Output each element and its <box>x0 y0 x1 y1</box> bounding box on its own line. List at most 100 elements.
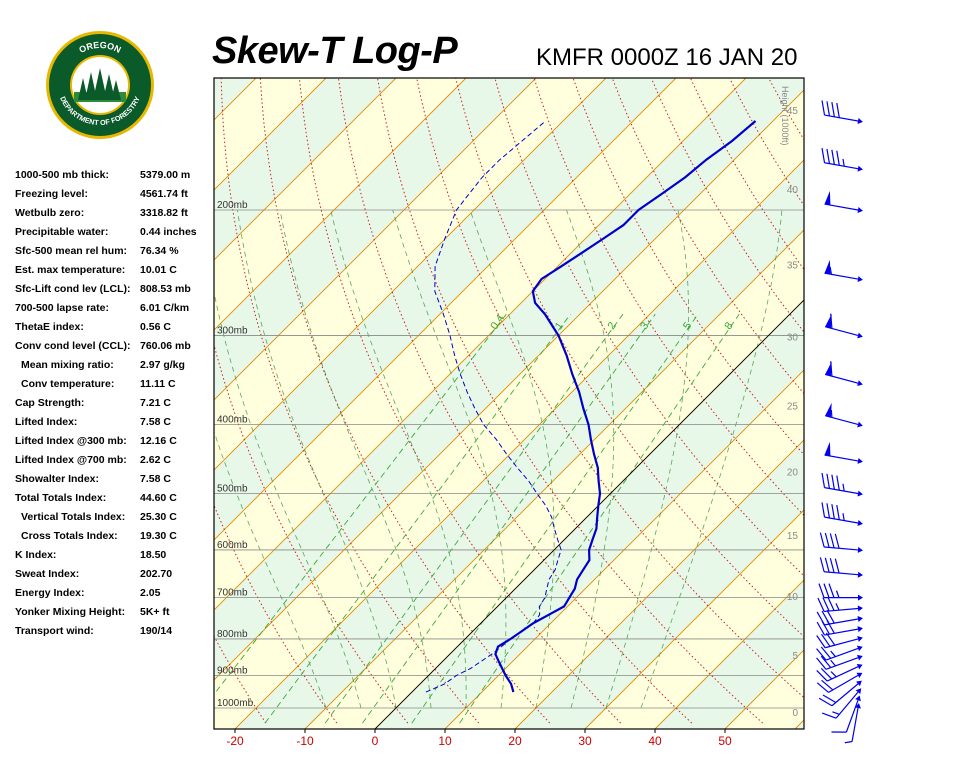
wind-barb-half <box>842 158 845 167</box>
isotherm-line <box>214 78 327 191</box>
wind-barb-full <box>829 533 835 548</box>
wind-barb-shaft <box>826 666 859 682</box>
stability-indices-panel: 1000-500 mb thick: 5379.00 m Freezing leve… <box>15 169 215 644</box>
moist-adiabat-line <box>566 209 615 709</box>
isotherm-line <box>794 719 804 729</box>
x-tick-label: 0 <box>372 734 379 748</box>
isotherm-line <box>214 78 747 611</box>
index-value: 44.60 C <box>140 492 177 504</box>
index-label: Lifted Index @700 mb: <box>15 454 127 466</box>
wind-barb <box>821 472 863 497</box>
wind-barb <box>818 680 862 707</box>
wind-barb-shaft <box>825 415 859 426</box>
wind-barb-full <box>818 697 833 707</box>
wind-barb <box>825 402 863 428</box>
index-value: 190/14 <box>140 625 173 637</box>
index-label: Mean mixing ratio: <box>21 359 114 371</box>
wind-barb-head <box>856 680 862 687</box>
index-label: K Index: <box>15 549 57 561</box>
wind-barb-shaft <box>845 699 859 733</box>
dry-adiabat-line <box>214 342 409 724</box>
wind-barb-full <box>831 149 835 165</box>
height-tick-label: 15 <box>787 531 799 542</box>
index-label: Conv temperature: <box>21 378 115 390</box>
index-value: 19.30 C <box>140 530 177 542</box>
wind-barb-head <box>855 695 861 702</box>
isotherm-line <box>214 78 467 331</box>
index-label: Cross Totals Index: <box>21 530 118 542</box>
wind-barb <box>831 695 861 733</box>
index-row: Lifted Index @700 mb: 2.62 C <box>15 454 215 473</box>
wind-barb <box>824 441 863 464</box>
wind-barb-full <box>818 583 825 598</box>
wind-barb-full <box>816 621 826 636</box>
wind-barb <box>821 688 862 719</box>
mixing-ratio-label: 5 <box>681 320 694 332</box>
wind-barb <box>816 672 863 693</box>
isotherm-line <box>514 439 804 729</box>
wind-barb-shaft <box>824 628 859 636</box>
index-row: Cap Strength: 7.21 C <box>15 397 215 416</box>
pressure-label: 1000mb <box>217 698 254 709</box>
wind-barb-full <box>816 682 829 693</box>
wind-barb-head <box>858 594 863 601</box>
index-row: Lifted Index @300 mb: 12.16 C <box>15 435 215 454</box>
wind-barb-full <box>821 679 834 691</box>
wind-barb-half <box>830 659 836 667</box>
wind-barb-half <box>844 740 853 744</box>
mixing-ratio-label: 1 <box>553 320 566 332</box>
isotherm-line <box>234 159 804 729</box>
wind-barb-full <box>816 657 827 670</box>
wind-barb <box>824 259 863 283</box>
wind-barb-pennant <box>824 441 831 457</box>
freezing-isotherm-line <box>374 299 804 729</box>
mixing-ratio-line <box>324 313 624 724</box>
index-row: Conv temperature: 11.11 C <box>15 378 215 397</box>
wind-barb-half <box>830 410 833 418</box>
wind-barb-full <box>816 635 826 649</box>
wind-barb <box>824 190 863 213</box>
plot-area: 0.4 1 2 3 5 8200mb300mb400mb500mb600mb700mb80… <box>214 0 960 729</box>
isotherm-line <box>304 229 804 729</box>
index-value: 7.21 C <box>140 397 171 409</box>
wind-barb-full <box>829 558 835 573</box>
station-time-label: KMFR 0000Z 16 JAN 20 <box>536 44 798 71</box>
wind-barb-full <box>816 670 828 682</box>
index-value: 808.53 mb <box>140 283 191 295</box>
height-tick-label: 45 <box>787 106 799 117</box>
mixing-ratio-label: 3 <box>638 320 651 332</box>
wind-barb-full <box>821 502 826 518</box>
wind-barb <box>816 654 863 670</box>
index-value: 25.30 C <box>140 511 177 523</box>
index-row: Total Totals Index: 44.60 C <box>15 492 215 511</box>
wind-barb-head <box>855 688 862 695</box>
wind-barb <box>816 620 863 636</box>
wind-barb-full <box>819 532 825 548</box>
dry-adiabat-line <box>857 0 960 723</box>
index-row: Mean mixing ratio: 2.97 g/kg <box>15 359 215 378</box>
wind-barb-full <box>820 655 832 669</box>
wind-barb-full <box>826 101 831 117</box>
index-value: 3318.82 ft <box>140 207 188 219</box>
wind-barb-shaft <box>824 618 859 626</box>
index-value: 2.97 g/kg <box>140 359 185 371</box>
wind-barb-head <box>856 663 863 670</box>
isotherm-line <box>214 89 804 681</box>
mixing-ratio-line <box>459 313 740 724</box>
isotherm-line <box>214 78 607 471</box>
wind-barb-head <box>857 490 863 497</box>
index-label: ThetaE index: <box>15 321 84 333</box>
index-value: 2.62 C <box>140 454 171 466</box>
wind-barb-head <box>857 276 863 283</box>
wind-barb <box>821 502 863 526</box>
index-row: Sfc-Lift cond lev (LCL): 808.53 mb <box>15 283 215 302</box>
wind-barb-shaft <box>824 546 859 551</box>
pressure-label: 700mb <box>217 588 248 599</box>
wind-barb-shaft <box>825 657 859 670</box>
wind-barb-head <box>857 571 863 578</box>
index-row: Freezing level: 4561.74 ft <box>15 188 215 207</box>
height-tick-label: 35 <box>787 260 799 271</box>
wind-barb-shaft <box>824 162 859 170</box>
wind-barb-full <box>831 731 847 733</box>
index-row: Wetbulb zero: 3318.82 ft <box>15 207 215 226</box>
